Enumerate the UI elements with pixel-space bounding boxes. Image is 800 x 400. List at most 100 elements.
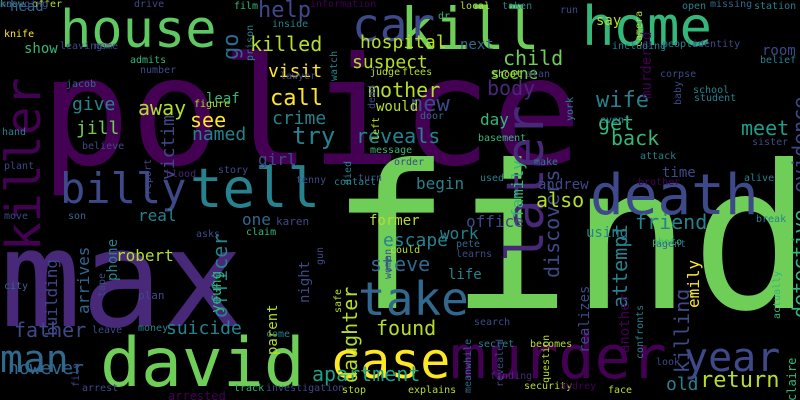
word-local: local (460, 1, 491, 12)
word-attack: attack (640, 151, 677, 162)
word-night: night (297, 260, 313, 303)
word-belief: belief (760, 55, 797, 66)
word-leave: leave (92, 325, 123, 336)
word-death: death (590, 163, 759, 228)
word-name: name (94, 41, 119, 52)
word-investigation: investigation (266, 383, 345, 394)
word-head: head (10, 0, 44, 15)
word-home: home (582, 0, 713, 58)
word-hand: hand (2, 127, 27, 138)
word-another: another (617, 293, 633, 353)
word-turn: turn (358, 173, 383, 184)
word-tell: tell (190, 157, 321, 220)
word-lawyer: lawyer (280, 71, 317, 82)
word-dead: dead (367, 84, 378, 109)
word-hospital: hospital (360, 32, 447, 53)
word-look: look (656, 357, 681, 368)
word-pete: pete (456, 239, 481, 250)
word-door: door (420, 111, 445, 122)
word-police: police (40, 26, 582, 200)
word-tenny: tenny (296, 175, 327, 186)
word-kill: kill (400, 0, 540, 63)
word-give: give (72, 94, 116, 115)
word-using: using (586, 225, 629, 241)
word-life: life (448, 267, 482, 283)
word-film: film (234, 1, 259, 12)
word-away: away (138, 96, 187, 120)
word-school: school (693, 85, 730, 96)
word-plant: plant (4, 161, 35, 172)
word-move: move (4, 211, 29, 222)
word-leaving: leaving (60, 41, 103, 52)
word-believe: believe (82, 141, 125, 152)
word-meet: meet (741, 116, 790, 140)
word-tape: tape (97, 272, 108, 297)
word-audrey: audrey (560, 381, 597, 392)
word-photo: photo (652, 237, 683, 248)
word-actually: actually (772, 270, 783, 319)
word-suspect: suspect (352, 52, 428, 73)
word-agent: agent (656, 239, 687, 250)
word-knife: knife (4, 29, 35, 40)
word-child: child (503, 46, 564, 70)
word-secret: secret (478, 339, 515, 350)
word-alive: alive (744, 173, 775, 184)
word-take: take (358, 272, 469, 326)
word-murder: murder (450, 323, 667, 393)
word-suicide: suicide (166, 318, 242, 339)
word-begin: begin (416, 174, 465, 193)
word-information: information (310, 0, 377, 10)
word-people: people (662, 39, 699, 50)
word-baby: baby (673, 80, 684, 105)
word-figure: figure (194, 99, 231, 110)
word-phone: phone (105, 238, 121, 281)
word-brother: brother (638, 177, 681, 188)
word-run: run (560, 5, 579, 16)
word-city: city (4, 281, 29, 292)
word-search: search (474, 317, 511, 328)
word-evidence: evidence (788, 96, 800, 193)
word-student: student (694, 93, 737, 104)
word-used: used (480, 173, 505, 184)
word-learns: learns (456, 249, 493, 260)
word-event: event (600, 115, 631, 126)
word-office: office (466, 212, 524, 231)
word-girl: girl (258, 150, 297, 169)
word-one: one (242, 210, 271, 229)
word-max: max (0, 201, 244, 358)
word-return: return (700, 368, 780, 393)
word-identity: identity (692, 39, 741, 50)
word-new: new (410, 92, 450, 117)
word-prison: prison (245, 24, 256, 61)
word-time: time (662, 165, 696, 181)
word-arrest: arrest (82, 383, 119, 394)
word-reveals: reveals (356, 124, 441, 148)
word-leaf: leaf (206, 91, 240, 107)
word-drive: drive (134, 0, 165, 10)
word-try: try (292, 122, 336, 150)
word-see: see (190, 108, 227, 132)
word-real: real (138, 206, 177, 225)
word-basement: basement (478, 133, 527, 144)
word-call: call (270, 86, 323, 111)
word-go: go (219, 33, 244, 60)
word-story: story (218, 165, 249, 176)
word-back: back (611, 126, 660, 150)
word-son: son (68, 211, 87, 222)
word-however: however (8, 358, 84, 379)
word-found: found (376, 316, 437, 340)
word-report: report (143, 158, 154, 195)
word-help: help (258, 0, 311, 23)
word-house: house (60, 0, 217, 60)
word-becomes: becomes (530, 339, 573, 350)
word-crime: crime (272, 108, 327, 129)
word-next: next (460, 37, 494, 53)
word-father: father (14, 318, 87, 342)
word-claire: claire (785, 357, 799, 400)
word-show: show (24, 41, 58, 57)
word-sister: sister (752, 137, 789, 148)
word-plan: plan (138, 289, 165, 302)
word-flees: flees (402, 67, 433, 78)
word-work: work (440, 224, 479, 243)
word-wife: wife (596, 88, 649, 113)
